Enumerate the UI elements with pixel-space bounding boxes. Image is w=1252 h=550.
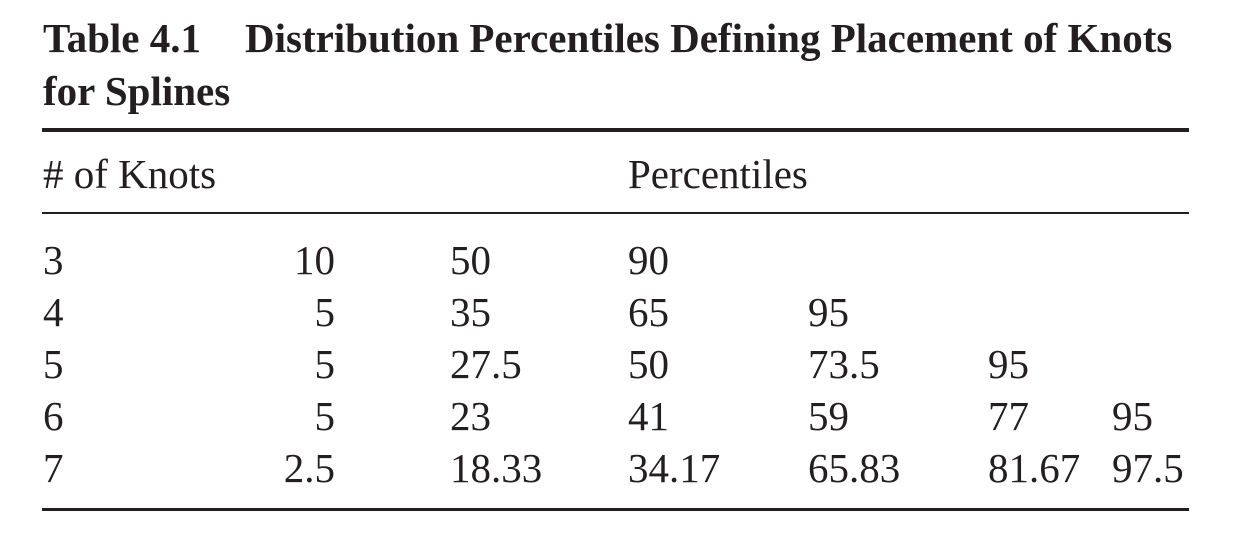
cell-percentile: 90 [628, 237, 669, 283]
table-row: 4 5 35 65 95 [0, 288, 1252, 340]
table-row: 5 5 27.5 50 73.5 95 [0, 340, 1252, 392]
cell-percentile: 97.5 [1112, 445, 1184, 491]
cell-knots: 7 [43, 445, 64, 491]
header-knots: # of Knots [43, 151, 217, 197]
cell-percentile: 73.5 [808, 341, 880, 387]
top-rule [42, 128, 1189, 132]
table-label: Table 4.1 [43, 15, 201, 61]
cell-percentile: 65.83 [808, 445, 901, 491]
cell-percentile: 65 [628, 289, 669, 335]
table-title: Table 4.1 Distribution Percentiles Defini… [43, 12, 1193, 118]
cell-knots: 3 [43, 237, 64, 283]
cell-percentile: 5 [314, 341, 336, 387]
cell-knots: 4 [43, 289, 64, 335]
cell-percentile: 5 [314, 393, 336, 439]
cell-percentile: 18.33 [450, 445, 543, 491]
cell-percentile: 50 [628, 341, 669, 387]
cell-percentile: 95 [988, 341, 1029, 387]
cell-percentile: 41 [628, 393, 669, 439]
cell-percentile: 5 [314, 289, 336, 335]
cell-knots: 6 [43, 393, 64, 439]
cell-percentile: 59 [808, 393, 849, 439]
table-row: 7 2.5 18.33 34.17 65.83 81.67 97.5 [0, 444, 1252, 496]
table-caption: Distribution Percentiles Defining Placem… [43, 15, 1173, 114]
cell-percentile: 95 [808, 289, 849, 335]
table-row: 6 5 23 41 59 77 95 [0, 392, 1252, 444]
bottom-rule [42, 508, 1189, 511]
cell-percentile: 10 [294, 237, 335, 283]
cell-percentile: 95 [1112, 393, 1153, 439]
table-row: 3 10 50 90 [0, 236, 1252, 288]
cell-percentile: 81.67 [988, 445, 1081, 491]
cell-percentile: 23 [450, 393, 491, 439]
header-percentiles: Percentiles [628, 151, 808, 197]
cell-percentile: 34.17 [628, 445, 721, 491]
header-rule [42, 212, 1189, 214]
cell-percentile: 50 [450, 237, 491, 283]
cell-percentile: 77 [988, 393, 1029, 439]
cell-knots: 5 [43, 341, 64, 387]
cell-percentile: 2.5 [283, 445, 335, 491]
cell-percentile: 27.5 [450, 341, 522, 387]
cell-percentile: 35 [450, 289, 491, 335]
